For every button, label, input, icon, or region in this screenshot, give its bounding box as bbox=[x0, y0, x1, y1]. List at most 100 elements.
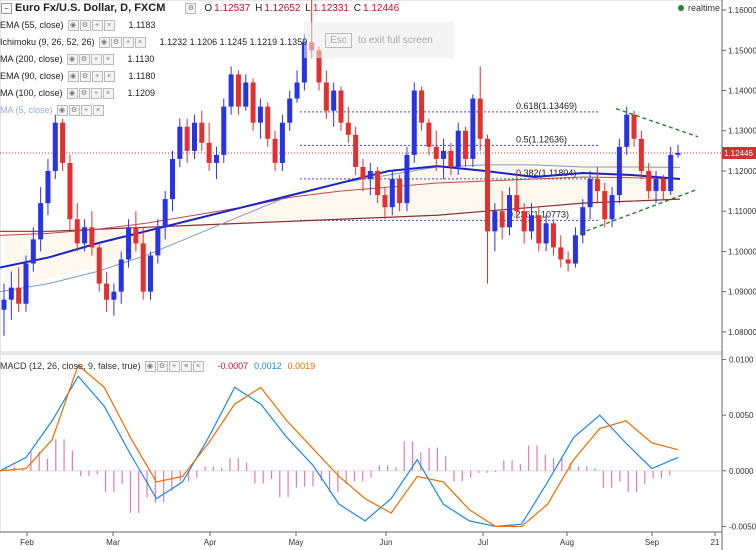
ema90-line bbox=[0, 176, 681, 236]
gear-icon[interactable]: ⚙ bbox=[68, 104, 80, 116]
eye-icon[interactable]: ◉ bbox=[98, 36, 110, 48]
candle-body bbox=[580, 207, 586, 236]
candle-body bbox=[45, 170, 51, 204]
indicator-legend-label[interactable]: EMA (90, close) bbox=[0, 71, 64, 81]
triangle-upper-line bbox=[615, 107, 699, 138]
indicator-legend-value: 1.1232 1.1206 1.1245 1.1219 1.1359 bbox=[159, 37, 308, 47]
candle-body bbox=[272, 138, 278, 163]
y-tick-label: 1.09000 bbox=[728, 288, 756, 297]
add-icon[interactable]: + bbox=[90, 53, 102, 65]
candle-body bbox=[316, 50, 322, 83]
header-controls: ⚙ bbox=[185, 2, 197, 14]
candle-body bbox=[38, 203, 44, 240]
add-icon[interactable]: + bbox=[91, 19, 103, 31]
gear-icon[interactable]: ⚙ bbox=[78, 53, 90, 65]
candle-body bbox=[463, 130, 469, 159]
close-icon[interactable]: × bbox=[103, 70, 115, 82]
indicator-legend-label[interactable]: Ichimoku (9, 26, 52, 26) bbox=[0, 37, 95, 47]
candle-body bbox=[52, 122, 58, 171]
candle-body bbox=[228, 74, 234, 107]
candle-body bbox=[404, 154, 410, 204]
candle-body bbox=[543, 223, 549, 244]
candle-body bbox=[528, 215, 534, 232]
candle-body bbox=[631, 114, 637, 139]
indicator-legend-controls: ◉ ⚙ + × bbox=[98, 36, 146, 48]
close-icon[interactable]: × bbox=[103, 19, 115, 31]
candle-body bbox=[199, 122, 205, 143]
gear-icon[interactable]: ⚙ bbox=[78, 87, 90, 99]
gear-icon[interactable]: ⚙ bbox=[79, 19, 91, 31]
fullscreen-hint: Esc to exit full screen bbox=[304, 22, 454, 58]
fib-level-label: 0.5(1.12636) bbox=[516, 134, 567, 144]
eye-icon[interactable]: ◉ bbox=[144, 360, 156, 372]
candle-body bbox=[433, 146, 439, 159]
candle-body bbox=[507, 195, 512, 228]
candle-body bbox=[616, 146, 622, 196]
y-tick-label: 1.13000 bbox=[728, 127, 756, 136]
candle-body bbox=[235, 74, 241, 107]
y-tick-label: 1.15000 bbox=[728, 46, 756, 55]
candle-body bbox=[565, 259, 571, 264]
fullscreen-hint-text: to exit full screen bbox=[357, 34, 433, 46]
close-icon[interactable]: × bbox=[102, 87, 114, 99]
candle-body bbox=[668, 154, 674, 192]
candle-body bbox=[602, 191, 608, 220]
candle-body bbox=[140, 243, 146, 292]
eye-icon[interactable]: ◉ bbox=[56, 104, 68, 116]
candle-body bbox=[345, 122, 351, 135]
candle-body bbox=[382, 195, 388, 208]
add-icon[interactable]: + bbox=[90, 87, 102, 99]
close-icon[interactable]: × bbox=[134, 36, 146, 48]
add-icon[interactable]: + bbox=[168, 360, 180, 372]
eye-icon[interactable]: ◉ bbox=[66, 53, 78, 65]
indicator-legend-label[interactable]: EMA (55, close) bbox=[0, 20, 64, 30]
candle-body bbox=[558, 247, 564, 260]
candle-body bbox=[419, 90, 425, 123]
candle-body bbox=[177, 126, 183, 159]
candle-body bbox=[30, 239, 36, 264]
indicator-legend-value: 1.1130 bbox=[127, 54, 155, 64]
candle-body bbox=[74, 219, 80, 244]
add-icon[interactable]: + bbox=[122, 36, 134, 48]
macd-value-1: -0.0007 bbox=[217, 361, 249, 371]
y-tick-label: 1.11000 bbox=[728, 207, 756, 216]
indicator-legend-value: 1.1180 bbox=[128, 71, 156, 81]
chart-header: – Euro Fx/U.S. Dollar, D, FXCM ⚙ O 1.1253… bbox=[0, 0, 399, 16]
add-icon[interactable]: + bbox=[80, 104, 92, 116]
indicator-legend-controls: ◉ ⚙ + × bbox=[67, 19, 115, 31]
candle-body bbox=[170, 158, 175, 200]
last-price-label: 1.12446 bbox=[724, 149, 753, 158]
candle-body bbox=[118, 259, 124, 292]
close-icon[interactable]: × bbox=[192, 360, 204, 372]
eye-icon[interactable]: ◉ bbox=[67, 19, 79, 31]
candle-body bbox=[191, 122, 197, 151]
candle-body bbox=[323, 82, 329, 111]
candle-body bbox=[353, 134, 359, 167]
candle-body bbox=[389, 179, 395, 208]
add-icon[interactable]: + bbox=[91, 70, 103, 82]
close-icon[interactable]: × bbox=[92, 104, 104, 116]
gear-icon[interactable]: ⚙ bbox=[79, 70, 91, 82]
candle-body bbox=[448, 150, 454, 167]
close-icon[interactable]: × bbox=[102, 53, 114, 65]
ichimoku-cloud bbox=[4, 158, 678, 286]
menu-icon[interactable]: ≡ bbox=[180, 360, 192, 372]
gear-icon[interactable]: ⚙ bbox=[110, 36, 122, 48]
eye-icon[interactable]: ◉ bbox=[66, 87, 78, 99]
eye-icon[interactable]: ◉ bbox=[67, 70, 79, 82]
collapse-icon[interactable]: – bbox=[1, 2, 12, 14]
candle-body bbox=[8, 287, 14, 300]
gear-icon[interactable]: ⚙ bbox=[156, 360, 168, 372]
indicator-legend-controls: ◉ ⚙ + × bbox=[66, 87, 114, 99]
indicator-legend-label[interactable]: MA (100, close) bbox=[0, 88, 63, 98]
candle-body bbox=[126, 227, 132, 260]
indicator-legend-label[interactable]: MA (5, close) bbox=[0, 105, 53, 115]
indicator-legend-label[interactable]: MA (200, close) bbox=[0, 54, 63, 64]
x-tick-label: Jul bbox=[478, 538, 488, 547]
macd-value-3: 0.0019 bbox=[287, 361, 316, 371]
settings-icon[interactable]: ⚙ bbox=[185, 2, 197, 14]
candle-body bbox=[221, 106, 227, 155]
candle-body bbox=[206, 142, 212, 163]
indicator-legend-controls: ◉ ⚙ + × bbox=[56, 104, 104, 116]
